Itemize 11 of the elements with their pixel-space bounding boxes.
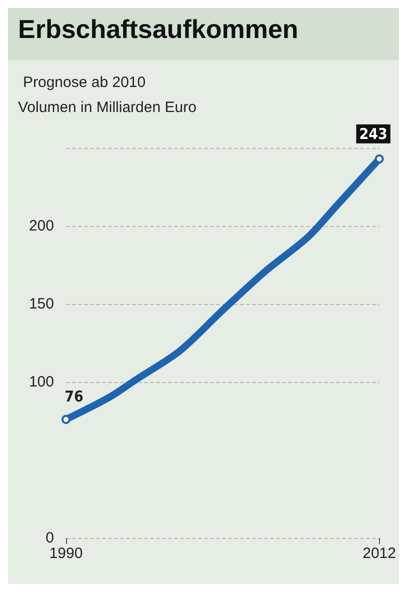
data-label: 243	[359, 124, 388, 143]
chart-title: Erbschaftsaufkommen	[18, 14, 298, 44]
x-tick-label: 1990	[49, 545, 83, 562]
x-tick-label: 2012	[362, 545, 396, 562]
y-tick-label: 0	[46, 530, 54, 546]
chart-subtitle: Prognose ab 2010	[23, 74, 146, 91]
y-tick-label: 100	[28, 374, 54, 390]
y-tick-label: 150	[28, 296, 54, 312]
y-tick-label: 200	[28, 218, 54, 234]
data-label: 76	[64, 387, 84, 406]
y-axis-title: Volumen in Milliarden Euro	[18, 99, 196, 116]
